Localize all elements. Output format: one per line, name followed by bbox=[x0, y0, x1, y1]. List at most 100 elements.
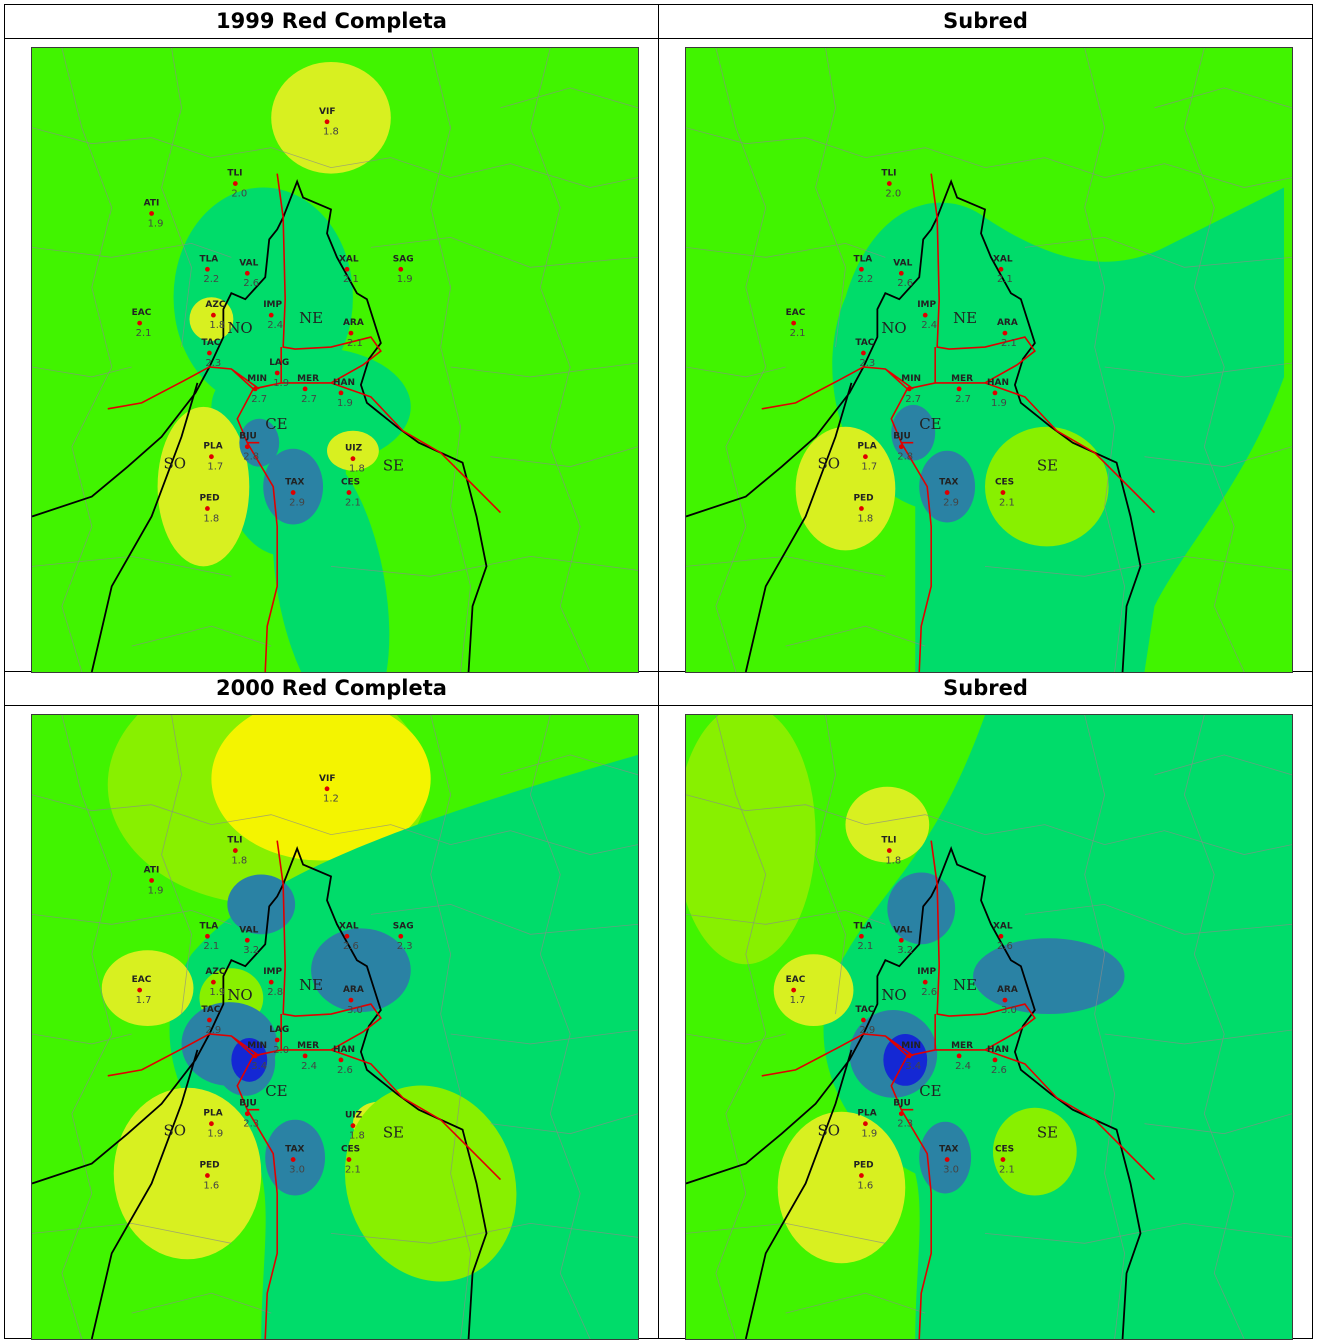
station-marker: TAX 2.9 bbox=[939, 478, 959, 509]
station-code: VAL bbox=[893, 925, 912, 935]
station-marker: LAG 2.0 bbox=[269, 1025, 289, 1056]
city-boundary bbox=[686, 179, 1142, 672]
municipal-boundary bbox=[1104, 1029, 1292, 1045]
station-marker: TAC 2.3 bbox=[855, 338, 875, 369]
station-marker: TLI 2.0 bbox=[227, 169, 247, 200]
station-code: MER bbox=[297, 1041, 319, 1051]
station-dot bbox=[137, 320, 143, 326]
station-marker: VAL 2.6 bbox=[239, 258, 259, 289]
station-code: SAG bbox=[393, 921, 414, 931]
station-code: XAL bbox=[993, 254, 1013, 264]
municipal-boundary bbox=[161, 715, 192, 1015]
station-code: PLA bbox=[857, 442, 876, 452]
zone-label: NE bbox=[953, 309, 977, 327]
station-dot bbox=[205, 1173, 210, 1178]
station-marker: XAL 2.6 bbox=[993, 921, 1013, 952]
municipal-boundary bbox=[131, 1292, 272, 1314]
contour-region bbox=[344, 1085, 517, 1282]
station-dot bbox=[207, 350, 212, 356]
station-dot bbox=[944, 1157, 950, 1162]
station-value: 2.6 bbox=[921, 987, 937, 998]
station-value: 1.9 bbox=[991, 398, 1007, 409]
station-marker: CES 2.1 bbox=[995, 478, 1015, 509]
contour-region bbox=[265, 1119, 326, 1196]
city-boundary bbox=[32, 846, 488, 1339]
station-marker: XAL 2.1 bbox=[993, 254, 1013, 285]
municipal-boundary bbox=[131, 625, 272, 647]
station-value: 2.7 bbox=[301, 394, 317, 405]
contour-region bbox=[919, 450, 976, 523]
municipal-boundary bbox=[785, 625, 926, 647]
station-marker: TAX 3.0 bbox=[285, 1145, 305, 1176]
station-code: TAX bbox=[285, 478, 304, 488]
station-value: 1.8 bbox=[203, 513, 219, 524]
station-code: BJU bbox=[239, 432, 256, 442]
station-marker: XAL 2.1 bbox=[339, 254, 359, 285]
station-marker: PED 1.6 bbox=[853, 1161, 873, 1192]
station-marker: VIF 1.8 bbox=[319, 107, 339, 138]
station-value: 2.4 bbox=[921, 320, 937, 331]
station-value: 2.2 bbox=[203, 274, 219, 285]
zone-label: SO bbox=[164, 455, 186, 473]
station-code: VAL bbox=[239, 925, 258, 935]
station-marker: ARA 3.0 bbox=[343, 985, 364, 1016]
station-marker: PED 1.8 bbox=[199, 494, 219, 525]
station-marker: ARA 2.1 bbox=[343, 318, 364, 349]
station-marker: PLA 1.9 bbox=[857, 1109, 877, 1140]
station-value: 2.9 bbox=[859, 1025, 875, 1036]
map-canvas: NO NE CE SO SE VIF 1.2 TLI 1.8 ATI 1.9 TLA 2.1 VAL 3.2… bbox=[32, 715, 638, 1339]
contour-region bbox=[211, 715, 431, 861]
station-marker: VAL 3.2 bbox=[239, 925, 259, 956]
station-value: 2.6 bbox=[337, 1065, 353, 1076]
municipal-boundary bbox=[330, 555, 638, 577]
station-code: EAC bbox=[786, 308, 806, 318]
station-code: MIN bbox=[247, 374, 267, 384]
municipal-boundary bbox=[1144, 1113, 1292, 1135]
station-dot bbox=[207, 1017, 212, 1023]
station-dot bbox=[886, 848, 892, 853]
station-marker: TLA 2.2 bbox=[199, 254, 219, 285]
station-marker: CES 2.1 bbox=[341, 478, 361, 509]
station-code: IMP bbox=[263, 967, 282, 977]
station-value: 1.7 bbox=[136, 995, 152, 1006]
municipal-boundary bbox=[984, 555, 1292, 577]
station-dot bbox=[348, 997, 354, 1003]
station-dot bbox=[863, 1121, 868, 1127]
station-marker: MIN 2.7 bbox=[901, 374, 921, 405]
station-value: 1.9 bbox=[207, 1129, 223, 1140]
station-marker: BJU 2.8 bbox=[239, 432, 259, 463]
station-dot bbox=[346, 1157, 352, 1162]
station-value: 1.9 bbox=[273, 378, 289, 389]
station-marker: BJU 2.8 bbox=[893, 432, 913, 463]
station-dot bbox=[861, 350, 866, 356]
municipal-boundary bbox=[686, 1222, 886, 1244]
station-marker: BJU 2.3 bbox=[239, 1099, 259, 1130]
station-dot bbox=[205, 506, 210, 511]
station-value: 2.1 bbox=[343, 274, 359, 285]
station-value: 1.6 bbox=[203, 1180, 219, 1191]
station-dot bbox=[274, 1037, 280, 1043]
zone-label: SE bbox=[1037, 1124, 1058, 1142]
contour-region bbox=[227, 874, 296, 935]
station-marker: MER 2.7 bbox=[297, 374, 319, 405]
station-marker: EAC 1.7 bbox=[132, 975, 152, 1006]
station-value: 1.9 bbox=[148, 885, 164, 896]
station-code: MIN bbox=[901, 374, 921, 384]
municipal-boundary bbox=[785, 1292, 926, 1314]
station-value: 2.3 bbox=[397, 941, 413, 952]
station-dot bbox=[398, 266, 404, 272]
station-code: LAG bbox=[269, 358, 289, 368]
contour-region bbox=[992, 1107, 1077, 1196]
station-code: UIZ bbox=[345, 1111, 363, 1121]
station-value: 2.1 bbox=[203, 941, 219, 952]
station-marker: TLA 2.1 bbox=[199, 921, 219, 952]
station-marker: AZC 1.9 bbox=[205, 967, 225, 998]
station-code: PLA bbox=[857, 1109, 876, 1119]
station-dot bbox=[209, 454, 214, 460]
station-code: TLI bbox=[227, 836, 242, 846]
station-code: BJU bbox=[239, 1099, 256, 1109]
zone-label: CE bbox=[265, 1082, 287, 1100]
station-value: 2.6 bbox=[897, 278, 913, 289]
station-marker: MER 2.7 bbox=[951, 374, 973, 405]
station-code: CES bbox=[341, 1145, 360, 1155]
